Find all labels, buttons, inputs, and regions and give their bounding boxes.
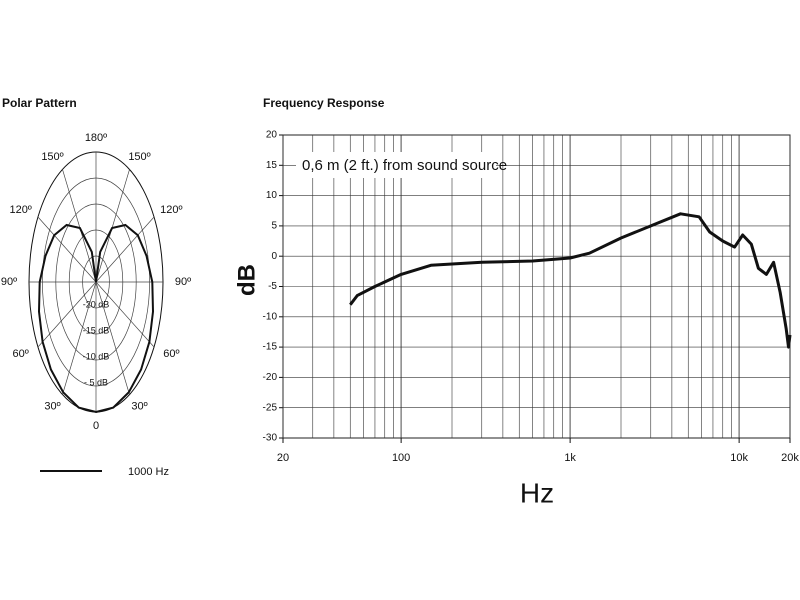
grid-spoke <box>62 169 97 283</box>
theta-tick-label: 30º <box>44 401 60 413</box>
theta-tick-label: 120º <box>9 204 31 216</box>
annotation-bg <box>296 152 496 178</box>
y-tick-label: 15 <box>266 160 278 171</box>
y-tick-label: 20 <box>266 130 278 141</box>
x-tick-label: 10k <box>730 452 748 464</box>
theta-tick-label: 150º <box>128 151 150 163</box>
y-tick-label: 10 <box>266 190 278 201</box>
y-tick-label: -15 <box>263 342 278 353</box>
grid-spoke <box>95 281 155 348</box>
y-tick-label: -25 <box>263 402 278 413</box>
x-tick-label: 100 <box>392 452 410 464</box>
theta-tick-label: 0 <box>93 420 99 432</box>
y-tick-label: -10 <box>263 311 278 322</box>
theta-tick-label: 60º <box>13 348 29 360</box>
x-axis-label: Hz <box>520 477 554 508</box>
y-tick-label: -30 <box>263 433 278 444</box>
grid-spoke <box>95 216 155 283</box>
theta-tick-label: 60º <box>163 348 179 360</box>
legend-label: 1000 Hz <box>128 466 169 478</box>
polar-line <box>37 223 155 414</box>
grid-spoke <box>62 281 97 395</box>
theta-tick-label: 90º <box>1 276 17 288</box>
theta-tick-label: 180º <box>85 132 107 144</box>
y-tick-label: -20 <box>263 372 278 383</box>
theta-tick-label: 30º <box>131 401 147 413</box>
y-tick-label: 5 <box>271 221 277 232</box>
theta-tick-label: 90º <box>175 276 191 288</box>
x-tick-label: 1k <box>564 452 576 464</box>
theta-tick-label: 150º <box>41 151 63 163</box>
chart-title: Frequency Response <box>263 96 385 110</box>
grid-spoke <box>95 281 130 395</box>
chart-title: Polar Pattern <box>2 96 77 110</box>
y-axis-label: dB <box>233 264 260 296</box>
x-tick-label: 20k <box>781 452 799 464</box>
grid-spoke <box>37 216 97 283</box>
line <box>349 212 792 349</box>
grid-spoke <box>37 281 97 348</box>
grid-spoke <box>95 169 130 283</box>
theta-tick-label: 120º <box>160 204 182 216</box>
annotation: 0,6 m (2 ft.) from sound source <box>302 157 507 174</box>
y-tick-label: 0 <box>271 251 277 262</box>
x-tick-label: 20 <box>277 452 289 464</box>
y-tick-label: -5 <box>268 281 277 292</box>
